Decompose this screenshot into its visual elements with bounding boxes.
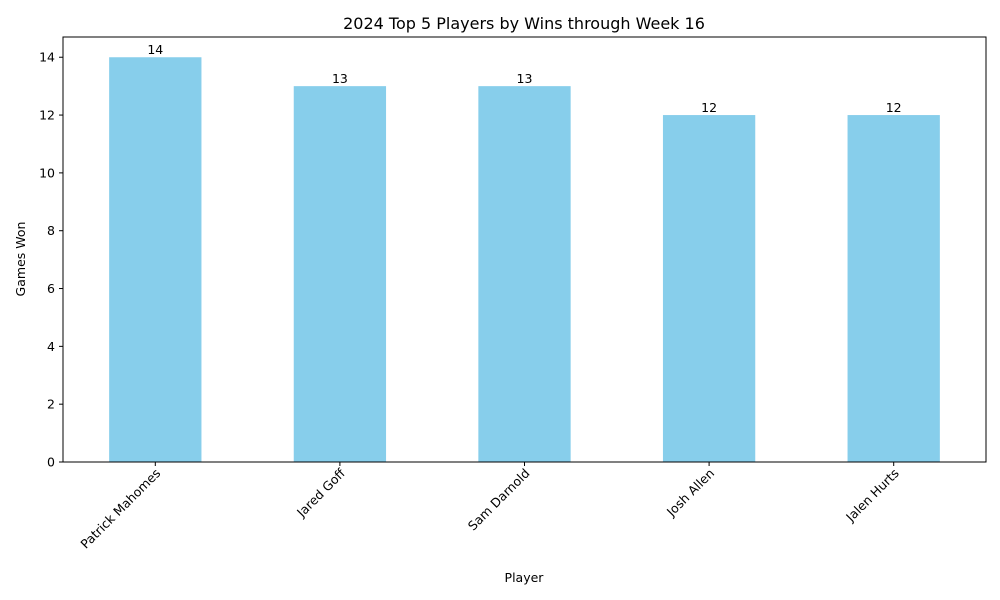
bar-jalen-hurts xyxy=(847,115,940,463)
chart-title: 2024 Top 5 Players by Wins through Week … xyxy=(343,14,705,33)
y-tick-label-2: 2 xyxy=(47,397,55,412)
x-tick-label-jalen-hurts: Jalen Hurts xyxy=(842,466,902,526)
y-tick-label-10: 10 xyxy=(39,165,55,180)
y-tick-label-8: 8 xyxy=(47,223,55,238)
plot-frame xyxy=(62,36,987,463)
y-tick-label-12: 12 xyxy=(39,108,55,123)
data-label-patrick-mahomes: 14 xyxy=(147,42,163,57)
x-tick-label-patrick-mahomes: Patrick Mahomes xyxy=(77,466,163,552)
data-label-josh-allen: 12 xyxy=(701,100,717,115)
bars-group xyxy=(109,57,940,463)
y-axis: 0 2 4 6 8 10 12 14 xyxy=(39,50,63,470)
data-label-sam-darnold: 13 xyxy=(517,71,533,86)
x-axis: Patrick Mahomes Jared Goff Sam Darnold Josh… xyxy=(77,462,902,552)
data-label-jalen-hurts: 12 xyxy=(886,100,902,115)
bar-josh-allen xyxy=(662,115,756,463)
bar-patrick-mahomes xyxy=(109,57,202,462)
x-axis-label: Player xyxy=(505,570,545,585)
data-label-jared-goff: 13 xyxy=(332,71,348,86)
x-tick-label-josh-allen: Josh Allen xyxy=(663,466,717,520)
bar-jared-goff xyxy=(293,86,387,462)
y-tick-label-0: 0 xyxy=(47,455,55,470)
y-axis-label: Games Won xyxy=(13,222,28,297)
x-tick-label-jared-goff: Jared Goff xyxy=(293,465,348,520)
y-tick-label-6: 6 xyxy=(47,281,55,296)
y-tick-label-14: 14 xyxy=(39,50,55,65)
y-tick-label-4: 4 xyxy=(47,339,55,354)
data-labels-group: 14 13 13 12 12 xyxy=(147,42,901,115)
x-tick-label-sam-darnold: Sam Darnold xyxy=(465,466,533,534)
bar-sam-darnold xyxy=(478,86,571,462)
